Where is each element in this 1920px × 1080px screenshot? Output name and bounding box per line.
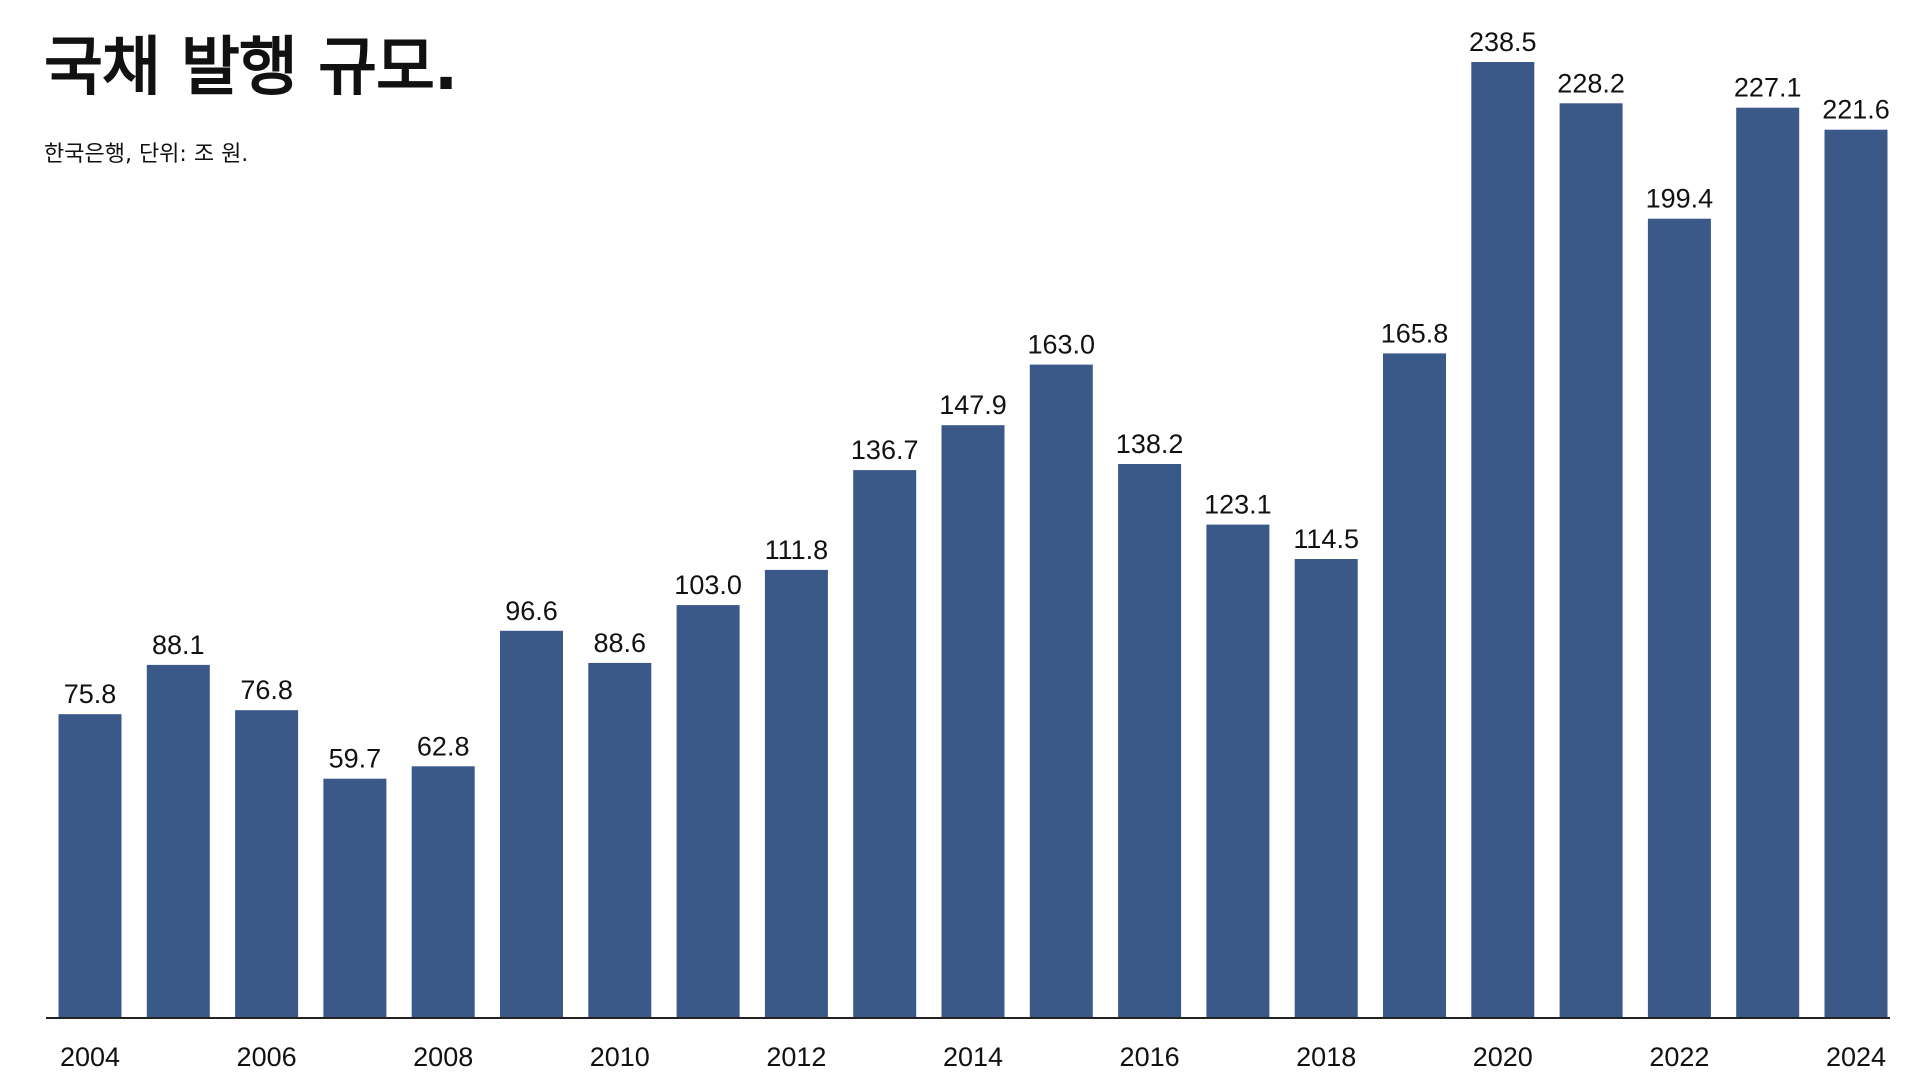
value-label-2005: 88.1 — [152, 630, 205, 660]
value-label-2019: 165.8 — [1381, 318, 1449, 348]
value-label-2014: 147.9 — [939, 390, 1007, 420]
x-tick-label-2010: 2010 — [590, 1042, 650, 1072]
value-label-2013: 136.7 — [851, 435, 919, 465]
bar-2022 — [1647, 218, 1711, 1018]
bar-2013 — [853, 470, 917, 1019]
value-label-2021: 228.2 — [1557, 68, 1625, 98]
bar-2006 — [235, 710, 299, 1018]
x-tick-label-2022: 2022 — [1649, 1042, 1709, 1072]
bar-2020 — [1471, 62, 1535, 1018]
value-label-2009: 96.6 — [505, 596, 558, 626]
value-label-2023: 227.1 — [1734, 73, 1802, 103]
bars-group — [58, 62, 1888, 1019]
value-label-2020: 238.5 — [1469, 27, 1537, 57]
bar-2012 — [764, 569, 828, 1018]
value-label-2024: 221.6 — [1822, 95, 1890, 125]
value-label-2018: 114.5 — [1293, 524, 1359, 554]
value-label-2004: 75.8 — [64, 679, 117, 709]
value-label-2017: 123.1 — [1204, 490, 1272, 520]
x-tick-label-2016: 2016 — [1120, 1042, 1180, 1072]
bar-2019 — [1383, 353, 1446, 1018]
value-label-2007: 59.7 — [329, 744, 382, 774]
bar-2021 — [1559, 103, 1623, 1019]
x-tick-label-2012: 2012 — [766, 1042, 826, 1072]
bar-2017 — [1206, 524, 1270, 1018]
x-tick-label-2018: 2018 — [1296, 1042, 1356, 1072]
x-tick-label-2024: 2024 — [1826, 1042, 1886, 1072]
chart-title: 국채 발행 규모. — [44, 31, 458, 105]
value-label-2016: 138.2 — [1116, 429, 1184, 459]
bar-2014 — [941, 425, 1005, 1018]
bar-2009 — [500, 630, 563, 1018]
value-label-2010: 88.6 — [594, 628, 647, 658]
x-tick-label-2004: 2004 — [60, 1042, 120, 1072]
bar-2010 — [588, 662, 652, 1018]
value-label-2006: 76.8 — [240, 675, 293, 705]
bar-2024 — [1824, 129, 1888, 1018]
x-tick-label-2008: 2008 — [413, 1042, 473, 1072]
bar-2016 — [1118, 464, 1182, 1018]
bar-2018 — [1294, 559, 1358, 1018]
value-label-2012: 111.8 — [765, 535, 829, 565]
x-tick-label-2014: 2014 — [943, 1042, 1003, 1072]
bar-2015 — [1029, 364, 1093, 1019]
x-tick-labels-group: 2004 2006 2008 2010 2012 2014 2016 2018 2020 2022… — [60, 1042, 1886, 1072]
value-label-2022: 199.4 — [1646, 184, 1714, 214]
bar-2004 — [58, 714, 122, 1018]
bar-2023 — [1736, 107, 1800, 1018]
x-tick-label-2020: 2020 — [1473, 1042, 1533, 1072]
value-labels-group: 75.8 88.1 76.8 59.7 62.8 96.6 88.6 103.0 111.8 13… — [64, 27, 1890, 774]
chart-subtitle: 한국은행, 단위: 조 원. — [44, 142, 249, 167]
value-label-2008: 62.8 — [417, 731, 470, 761]
bar-2007 — [323, 778, 387, 1018]
bar-2005 — [146, 664, 210, 1018]
bar-2011 — [676, 605, 740, 1018]
value-label-2011: 103.0 — [674, 570, 742, 600]
bar-2008 — [411, 766, 475, 1018]
value-label-2015: 163.0 — [1028, 330, 1096, 360]
x-tick-label-2006: 2006 — [237, 1042, 297, 1072]
